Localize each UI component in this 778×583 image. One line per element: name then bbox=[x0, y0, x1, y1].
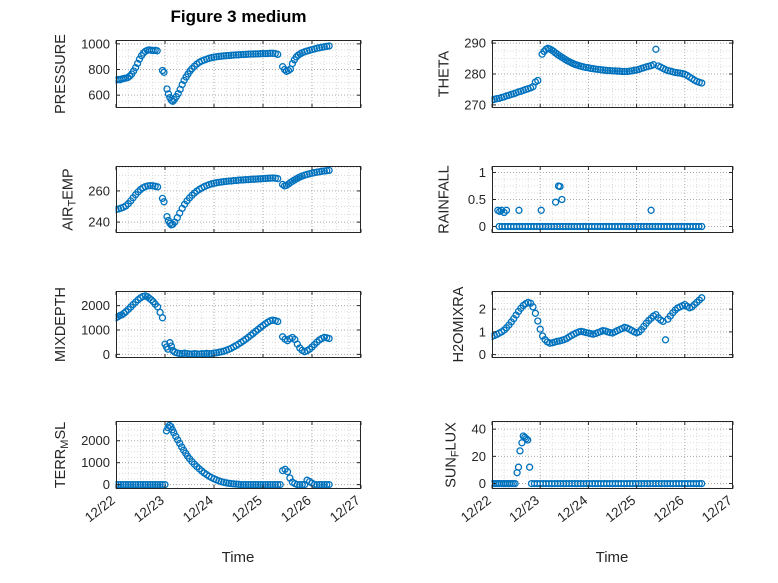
x-tick-label: 12/27 bbox=[699, 493, 735, 526]
y-tick-label: 0 bbox=[479, 476, 486, 491]
tick-marks bbox=[491, 40, 734, 108]
y-tick-label: 260 bbox=[88, 183, 110, 198]
data-points bbox=[491, 44, 706, 104]
y-tick-label: 2 bbox=[479, 302, 486, 317]
axes-box bbox=[492, 291, 733, 358]
axes-box bbox=[492, 421, 733, 489]
y-tick-label: 0 bbox=[479, 219, 486, 234]
y-tick-label: 0 bbox=[103, 347, 110, 362]
minor-grid bbox=[492, 421, 733, 489]
y-tick-label: 20 bbox=[472, 449, 486, 464]
plot-canvas: 240 260 AIRTEMP bbox=[60, 166, 362, 233]
x-tick-label: 12/27 bbox=[327, 493, 363, 526]
y-tick-label: 280 bbox=[464, 67, 486, 82]
subplot-rainfall: 0 0.5 1 RAINFALL bbox=[436, 165, 734, 234]
data-points bbox=[115, 42, 333, 105]
y-tick-label: 2000 bbox=[81, 433, 110, 448]
subplot-terr-msl: 0 1000 2000 TERRMSL 12/22 12/23 12/24 12/25 12/2… bbox=[53, 421, 363, 525]
data-points bbox=[494, 182, 706, 231]
subplot-theta: 270 280 290 THETA bbox=[436, 36, 734, 112]
plot-canvas: 0 1000 2000 MIXDEPTH bbox=[53, 287, 362, 362]
figure-title: Figure 3 medium bbox=[170, 7, 307, 26]
plot-canvas: 0 1 2 H2OMIXRA bbox=[451, 286, 734, 362]
y-axis-label: MIXDEPTH bbox=[53, 287, 69, 362]
tick-marks bbox=[491, 421, 734, 489]
data-points bbox=[491, 432, 706, 488]
y-tick-label: 40 bbox=[472, 422, 486, 437]
y-axis-label: THETA bbox=[436, 50, 452, 97]
y-tick-label: 1000 bbox=[81, 36, 110, 51]
tick-marks bbox=[115, 421, 362, 489]
y-axis-label: SUNFLUX bbox=[444, 422, 462, 488]
y-tick-label: 800 bbox=[88, 62, 110, 77]
y-tick-label: 1000 bbox=[81, 322, 110, 337]
x-tick-label: 12/23 bbox=[131, 493, 167, 526]
subplot-sun-flux: 0 20 40 SUNFLUX 12/22 12/23 12/24 12/25 12/26 12/… bbox=[444, 421, 735, 525]
minor-grid bbox=[116, 166, 361, 233]
y-axis-label: RAINFALL bbox=[436, 165, 452, 234]
y-axis-label: TERRMSL bbox=[53, 422, 71, 488]
x-tick-label: 12/24 bbox=[554, 492, 590, 525]
tick-marks bbox=[115, 166, 362, 233]
x-tick-label: 12/23 bbox=[506, 493, 542, 526]
x-tick-label: 12/24 bbox=[180, 492, 216, 525]
subplot-air-temp: 240 260 AIRTEMP bbox=[60, 166, 362, 233]
minor-grid bbox=[116, 40, 361, 108]
x-tick-label: 12/25 bbox=[603, 493, 639, 526]
axes-box bbox=[116, 166, 361, 233]
plot-canvas: 0 0.5 1 RAINFALL bbox=[436, 165, 734, 234]
minor-grid bbox=[116, 421, 361, 489]
y-axis-label: PRESSURE bbox=[53, 34, 69, 114]
y-tick-label: 1 bbox=[479, 165, 486, 180]
y-tick-label: 290 bbox=[464, 36, 486, 51]
axes-box bbox=[116, 40, 361, 108]
x-axis-label-right: Time bbox=[595, 549, 629, 566]
x-tick-label: 12/22 bbox=[82, 493, 118, 526]
y-tick-label: 240 bbox=[88, 215, 110, 230]
y-tick-label: 0.5 bbox=[468, 192, 486, 207]
subplot-mixdepth: 0 1000 2000 MIXDEPTH bbox=[53, 287, 362, 362]
data-points bbox=[115, 421, 333, 489]
x-tick-label: 12/26 bbox=[278, 493, 314, 526]
plot-canvas: 0 1000 2000 TERRMSL 12/22 12/23 12/24 12/25 12/2… bbox=[53, 421, 363, 525]
tick-marks bbox=[491, 291, 734, 358]
y-tick-label: 600 bbox=[88, 88, 110, 103]
tick-marks bbox=[115, 40, 362, 108]
y-axis-label: AIRTEMP bbox=[60, 168, 78, 230]
data-points bbox=[115, 292, 333, 358]
plot-canvas: 0 20 40 SUNFLUX 12/22 12/23 12/24 12/25 12/26 12/… bbox=[444, 421, 735, 525]
y-tick-label: 1000 bbox=[81, 455, 110, 470]
plot-canvas: 270 280 290 THETA bbox=[436, 36, 734, 112]
subplot-h2omixra: 0 1 2 H2OMIXRA bbox=[451, 286, 734, 362]
subplot-pressure: 600 800 1000 PRESSURE bbox=[53, 34, 362, 114]
y-tick-label: 270 bbox=[464, 97, 486, 112]
x-tick-label: 12/26 bbox=[651, 493, 687, 526]
x-axis-label-left: Time bbox=[221, 549, 255, 566]
y-tick-label: 0 bbox=[103, 477, 110, 492]
axes-box bbox=[116, 421, 361, 489]
y-axis-label: H2OMIXRA bbox=[451, 286, 467, 362]
y-tick-label: 0 bbox=[479, 347, 486, 362]
y-tick-label: 2000 bbox=[81, 298, 110, 313]
x-tick-label: 12/22 bbox=[458, 493, 494, 526]
y-tick-label: 1 bbox=[479, 324, 486, 339]
data-points bbox=[491, 294, 706, 347]
major-grid bbox=[116, 40, 361, 108]
plot-canvas: 600 800 1000 PRESSURE bbox=[53, 34, 362, 114]
axes-box bbox=[116, 291, 361, 358]
tick-marks bbox=[491, 166, 734, 233]
data-points bbox=[115, 166, 333, 229]
x-tick-label: 12/25 bbox=[229, 493, 265, 526]
tick-marks bbox=[115, 291, 362, 358]
